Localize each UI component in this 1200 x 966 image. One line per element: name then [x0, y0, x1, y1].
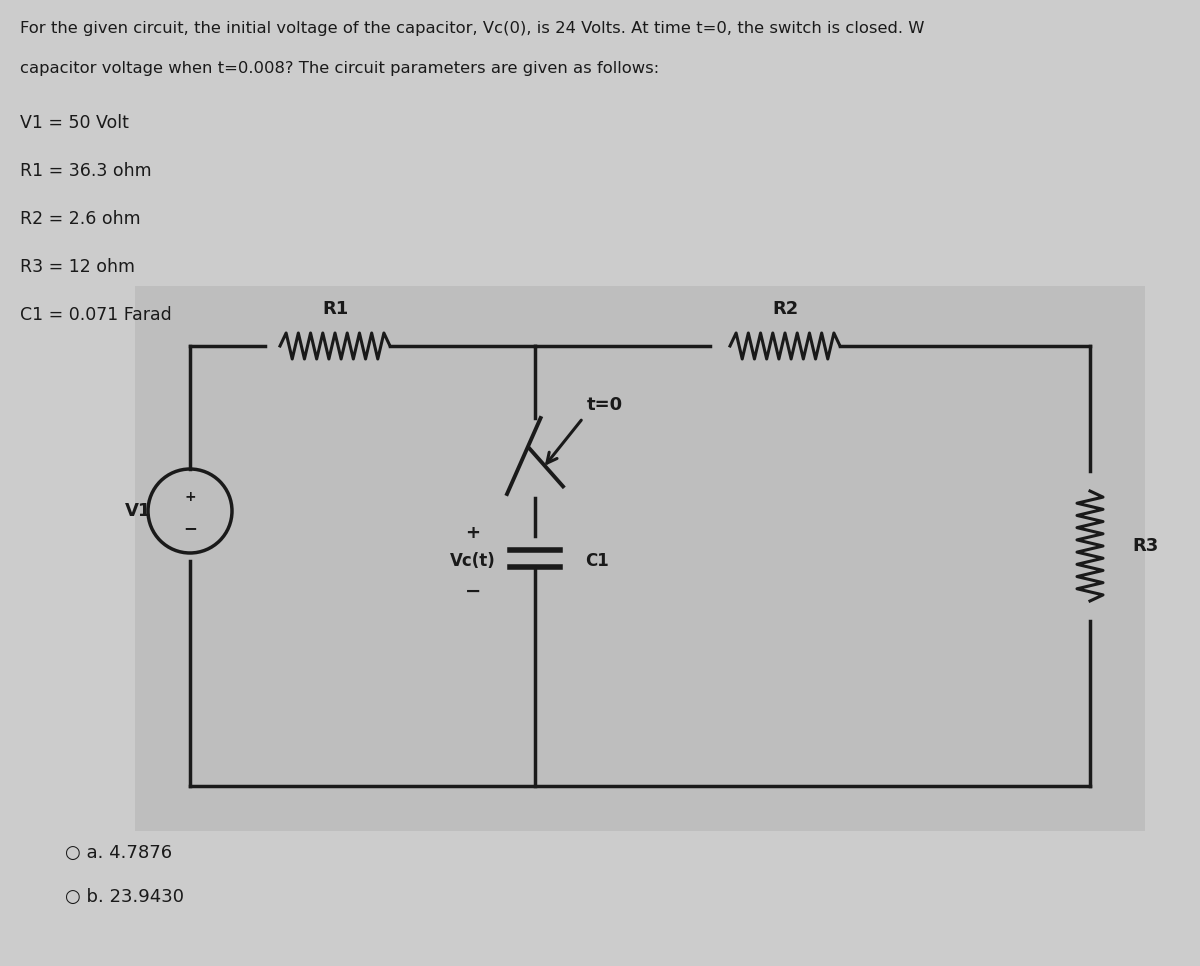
Text: t=0: t=0	[587, 396, 623, 414]
Text: R3: R3	[1132, 537, 1158, 555]
Text: C1 = 0.071 Farad: C1 = 0.071 Farad	[20, 306, 172, 324]
Bar	[134, 286, 1145, 831]
Text: −: −	[464, 582, 481, 601]
Text: V1 = 50 Volt: V1 = 50 Volt	[20, 114, 128, 132]
Text: −: −	[184, 519, 197, 537]
Text: R2 = 2.6 ohm: R2 = 2.6 ohm	[20, 210, 140, 228]
Text: R1: R1	[322, 300, 348, 318]
Text: For the given circuit, the initial voltage of the capacitor, Vc(0), is 24 Volts.: For the given circuit, the initial volta…	[20, 21, 924, 36]
Text: V1: V1	[125, 502, 151, 520]
Text: capacitor voltage when t=0.008? The circuit parameters are given as follows:: capacitor voltage when t=0.008? The circ…	[20, 61, 659, 76]
Text: ○ a. 4.7876: ○ a. 4.7876	[65, 844, 172, 862]
Text: R2: R2	[772, 300, 798, 318]
Text: ○ b. 23.9430: ○ b. 23.9430	[65, 888, 184, 906]
Text: +: +	[184, 490, 196, 504]
Text: Vc(t): Vc(t)	[450, 552, 496, 570]
Text: R3 = 12 ohm: R3 = 12 ohm	[20, 258, 134, 276]
Text: +: +	[466, 524, 480, 542]
Text: C1: C1	[586, 552, 608, 570]
Text: R1 = 36.3 ohm: R1 = 36.3 ohm	[20, 162, 151, 180]
